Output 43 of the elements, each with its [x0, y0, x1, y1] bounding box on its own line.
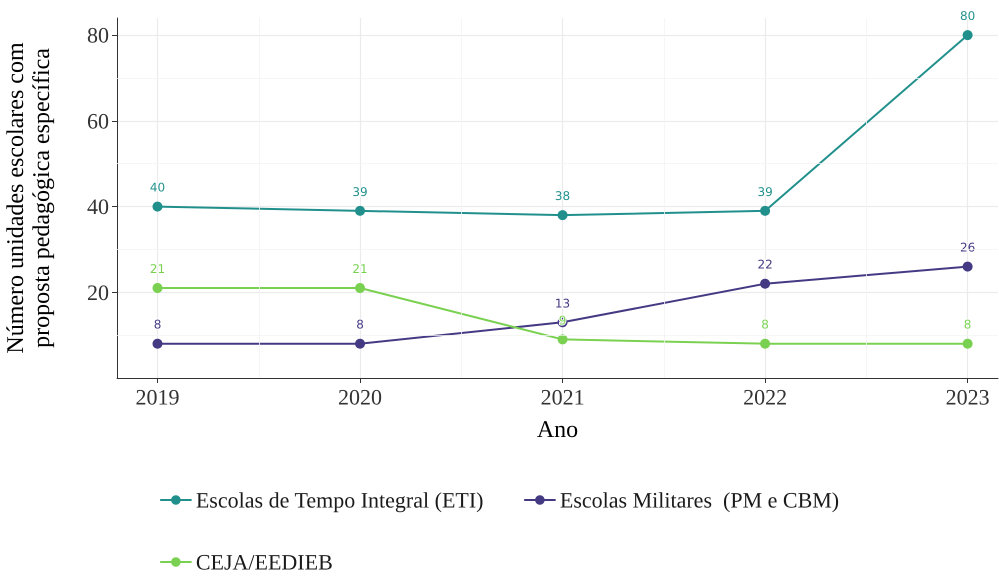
x-tick-label: 2020 — [338, 384, 382, 410]
legend-label: CEJA/EEDIEB — [196, 550, 333, 574]
legend-label: Escolas Militares (PM e CBM) — [560, 488, 840, 512]
data-label: 80 — [960, 9, 976, 24]
data-label: 8 — [356, 318, 364, 332]
y-axis-title: Número unidades escolares com proposta pedagógica específica — [3, 42, 55, 354]
point — [355, 283, 366, 293]
point — [760, 206, 770, 216]
data-label: 8 — [964, 318, 972, 332]
data-label: 39 — [757, 184, 773, 199]
point — [152, 202, 163, 212]
data-label: 26 — [960, 240, 976, 255]
x-tick-label: 2019 — [136, 384, 180, 410]
data-label: 21 — [150, 262, 166, 276]
point — [152, 338, 163, 349]
data-label: 38 — [554, 189, 570, 204]
point — [355, 338, 366, 349]
data-label: 13 — [554, 296, 570, 310]
point — [962, 338, 973, 349]
point — [558, 210, 568, 220]
x-tick-label: 2022 — [743, 384, 788, 410]
data-label: 21 — [352, 262, 368, 276]
point — [558, 334, 568, 344]
y-tick-label: 20 — [87, 280, 109, 305]
data-label: 40 — [150, 180, 166, 195]
data-label: 39 — [352, 184, 368, 199]
y-tick-label: 40 — [87, 194, 109, 220]
point — [962, 30, 973, 40]
point — [355, 206, 366, 216]
y-tick-label: 60 — [87, 108, 109, 134]
data-label: 8 — [154, 318, 162, 332]
x-axis-title: Ano — [536, 417, 578, 443]
x-tick-label: 2021 — [540, 384, 585, 410]
point — [962, 262, 973, 272]
y-tick-label: 80 — [87, 22, 109, 48]
x-tick-label: 2023 — [946, 384, 990, 410]
point — [760, 338, 770, 349]
data-label: 9 — [558, 313, 566, 328]
data-label: 8 — [761, 318, 769, 332]
legend-label: Escolas de Tempo Integral (ETI) — [196, 488, 484, 512]
point — [152, 283, 163, 293]
data-label: 22 — [757, 258, 773, 272]
point — [760, 278, 770, 289]
